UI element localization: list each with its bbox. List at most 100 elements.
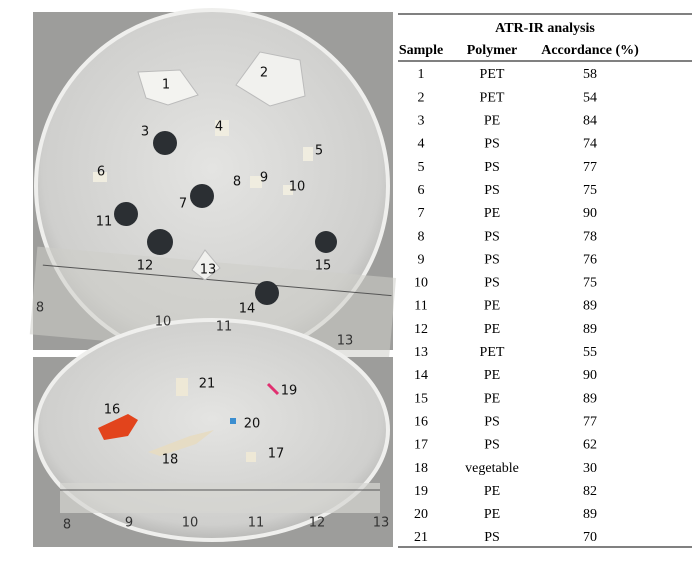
ruler-number: 13 (373, 516, 390, 531)
table-cell: 90 (583, 206, 597, 221)
table-cell: 78 (583, 229, 597, 244)
sample-label: 3 (141, 125, 149, 140)
table-cell: 9 (418, 252, 425, 267)
table-cell: 14 (414, 368, 428, 383)
table-cell: 62 (583, 438, 597, 453)
table-cell: PS (484, 252, 500, 267)
table-cell: PS (484, 530, 500, 545)
ruler-number: 11 (216, 320, 233, 335)
table-cell: 18 (414, 461, 428, 476)
table-cell: 89 (583, 507, 597, 522)
table-cell: 76 (583, 252, 597, 267)
table-cell: 17 (414, 438, 428, 453)
ruler-number: 12 (309, 516, 326, 531)
table-cell: 89 (583, 299, 597, 314)
sample-label: 8 (233, 175, 241, 190)
sample-label: 14 (239, 302, 256, 317)
sample-label: 9 (260, 171, 268, 186)
table-cell: PET (480, 345, 505, 360)
sample-label: 18 (162, 453, 179, 468)
column-header: Accordance (%) (541, 43, 639, 58)
sample-label: 15 (315, 259, 332, 274)
ruler-number: 9 (125, 516, 133, 531)
table-cell: vegetable (465, 461, 519, 476)
table-cell: PE (484, 391, 500, 406)
table-cell: 75 (583, 183, 597, 198)
sample-label: 6 (97, 165, 105, 180)
table-cell: 3 (418, 114, 425, 129)
sample-label: 7 (179, 197, 187, 212)
table-cell: 58 (583, 67, 597, 82)
sample-label: 17 (268, 447, 285, 462)
table-cell: 7 (418, 206, 425, 221)
table-cell: 75 (583, 276, 597, 291)
ruler-number: 8 (63, 518, 71, 533)
table-cell: 70 (583, 530, 597, 545)
table-cell: PS (484, 414, 500, 429)
table-cell: 77 (583, 414, 597, 429)
table-cell: PS (484, 276, 500, 291)
table-cell: 89 (583, 322, 597, 337)
table-cell: 2 (418, 90, 425, 105)
sample-label: 19 (281, 384, 298, 399)
sample-label: 16 (104, 403, 121, 418)
column-header: Sample (399, 43, 443, 58)
sample-label: 11 (96, 215, 113, 230)
table-cell: 13 (414, 345, 428, 360)
table-cell: PE (484, 507, 500, 522)
table-cell: PS (484, 438, 500, 453)
table-cell: 6 (418, 183, 425, 198)
table-cell: PE (484, 322, 500, 337)
sample-label: 1 (162, 78, 170, 93)
table-cell: 16 (414, 414, 428, 429)
table-cell: PS (484, 229, 500, 244)
table-cell: PET (480, 67, 505, 82)
table-cell: 20 (414, 507, 428, 522)
table-cell: 15 (414, 391, 428, 406)
table-cell: PE (484, 368, 500, 383)
table-cell: PE (484, 114, 500, 129)
sample-label: 13 (200, 263, 217, 278)
table-cell: PE (484, 299, 500, 314)
table-title: ATR-IR analysis (495, 21, 595, 36)
ruler-number: 11 (248, 516, 265, 531)
table-cell: 12 (414, 322, 428, 337)
column-header: Polymer (467, 43, 518, 58)
sample-label: 20 (244, 417, 261, 432)
ruler-number: 10 (155, 315, 172, 330)
photo-bottom (33, 318, 393, 547)
ruler-number: 10 (182, 516, 199, 531)
table-cell: 21 (414, 530, 428, 545)
table-cell: 30 (583, 461, 597, 476)
ruler-number: 13 (337, 334, 354, 349)
table-cell: 5 (418, 160, 425, 175)
table-cell: PS (484, 137, 500, 152)
table-cell: 8 (418, 229, 425, 244)
table-cell: 82 (583, 484, 597, 499)
sample-label: 21 (199, 377, 216, 392)
table-cell: 55 (583, 345, 597, 360)
photo-top (29, 8, 397, 366)
sample-label: 12 (137, 259, 154, 274)
ruler-number: 8 (36, 301, 44, 316)
table-cell: PS (484, 160, 500, 175)
table-cell: 19 (414, 484, 428, 499)
table-cell: PE (484, 484, 500, 499)
table-cell: PET (480, 90, 505, 105)
sample-label: 10 (289, 180, 306, 195)
table-cell: 74 (583, 137, 597, 152)
table-cell: 54 (583, 90, 597, 105)
sample-label: 5 (315, 144, 323, 159)
table-cell: 77 (583, 160, 597, 175)
sample-label: 2 (260, 66, 268, 81)
table-cell: 4 (418, 137, 425, 152)
sample-label: 4 (215, 120, 223, 135)
table-cell: 90 (583, 368, 597, 383)
table-cell: 1 (418, 67, 425, 82)
table-cell: 84 (583, 114, 597, 129)
table-cell: 10 (414, 276, 428, 291)
table: ATR-IR analysis (398, 13, 692, 548)
table-cell: PE (484, 206, 500, 221)
table-cell: 11 (414, 299, 427, 314)
